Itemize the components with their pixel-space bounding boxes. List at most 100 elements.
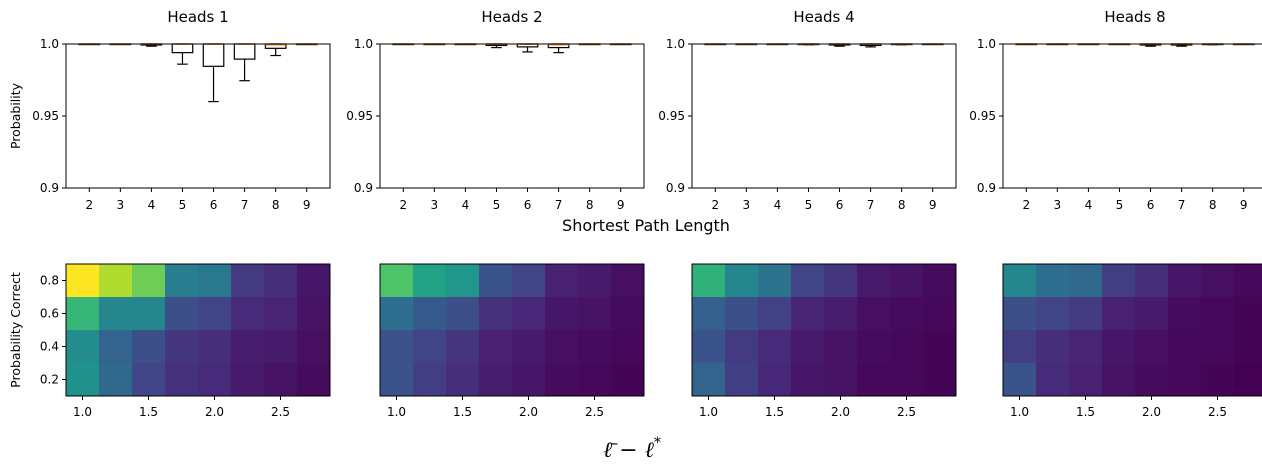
heatmap-panel-3: 1.0 1.5 2.0 2.5 xyxy=(691,263,957,419)
x-tick-label: 9 xyxy=(303,198,311,212)
heatmap-cell xyxy=(857,297,891,331)
boxplot-panel-4: Heads 8 0.9 0.95 1.0 2 3 4 5 6 7 8 9 xyxy=(969,8,1262,212)
x-tick-label: 6 xyxy=(1147,198,1155,212)
heatmap-cell xyxy=(725,363,759,397)
heatmap-cell xyxy=(297,330,331,364)
box-6 xyxy=(516,43,539,53)
x-tick-label: 2 xyxy=(85,198,93,212)
heatmap-cell xyxy=(758,264,792,298)
heatmap-cell xyxy=(446,264,480,298)
heatmap-cell xyxy=(1003,297,1037,331)
box-7 xyxy=(233,43,256,82)
axes-frame xyxy=(1002,263,1262,397)
heatmap-cell xyxy=(99,264,133,298)
heatmap-cell xyxy=(1201,264,1235,298)
x-tick-label: 6 xyxy=(210,198,218,212)
heatmap-cell xyxy=(380,297,414,331)
y-tick-label: 0.95 xyxy=(346,109,373,123)
x-tick-label: 8 xyxy=(1209,198,1217,212)
panel-title: Heads 8 xyxy=(1104,8,1165,26)
x-tick-label: 5 xyxy=(1116,198,1124,212)
heatmap-cell xyxy=(1102,297,1136,331)
heatmap-cell xyxy=(725,264,759,298)
heatmap-cell xyxy=(857,330,891,364)
box-7 xyxy=(547,43,570,54)
heatmap-cell xyxy=(1102,330,1136,364)
heatmap-cell xyxy=(923,264,957,298)
heatmap-cell xyxy=(1135,264,1169,298)
x-tick-label: 4 xyxy=(1085,198,1093,212)
heatmap-cell xyxy=(890,330,924,364)
panel-title: Heads 1 xyxy=(167,8,228,26)
heatmap-cell xyxy=(692,264,726,298)
heatmap-cell xyxy=(231,330,265,364)
heatmap-cell xyxy=(198,264,232,298)
heatmap-cell xyxy=(380,330,414,364)
heatmap-cell xyxy=(512,330,546,364)
heatmap-cell xyxy=(725,297,759,331)
heatmap-cell xyxy=(165,264,199,298)
heatmap-cell xyxy=(1102,363,1136,397)
x-tick-label: 2.5 xyxy=(271,405,290,419)
x-tick-label: 7 xyxy=(555,198,563,212)
x-tick-label: 3 xyxy=(743,198,751,212)
x-tick-label: 5 xyxy=(805,198,813,212)
heatmap-cell xyxy=(692,297,726,331)
heatmap-cell xyxy=(66,363,100,397)
heatmap-cell xyxy=(791,264,825,298)
heatmap-cell xyxy=(1036,363,1070,397)
axes-frame xyxy=(65,43,331,189)
heatmap-cell xyxy=(890,264,924,298)
heatmap-cell xyxy=(165,363,199,397)
heatmap-panel-4: 1.0 1.5 2.0 2.5 xyxy=(1002,263,1262,419)
heatmap-cell xyxy=(857,264,891,298)
y-tick-label: 0.95 xyxy=(969,109,996,123)
heatmap-cell xyxy=(578,363,612,397)
heatmap-cell xyxy=(380,264,414,298)
heatmap-cell xyxy=(578,264,612,298)
heatmap-cell xyxy=(758,297,792,331)
x-tick-label: 2.0 xyxy=(831,405,850,419)
x-tick-label: 4 xyxy=(148,198,156,212)
x-tick-label: 1.5 xyxy=(139,405,158,419)
heatmap-cell xyxy=(923,330,957,364)
heatmap-cell xyxy=(512,264,546,298)
heatmap-cell xyxy=(66,330,100,364)
y-tick-label: 0.4 xyxy=(40,340,59,354)
heatmap-cell xyxy=(1234,297,1262,331)
x-tick-label: 4 xyxy=(462,198,470,212)
heatmap-cell xyxy=(890,297,924,331)
heatmap-cell xyxy=(297,264,331,298)
heatmap-cell xyxy=(611,330,645,364)
heatmap-cell xyxy=(297,297,331,331)
ylabel-heatmap-row: Probability Correct xyxy=(8,272,23,388)
x-tick-label: 5 xyxy=(179,198,187,212)
heatmap-cell xyxy=(479,264,513,298)
heatmap-cell xyxy=(890,363,924,397)
heatmap-cell xyxy=(479,297,513,331)
y-tick-label: 0.2 xyxy=(40,373,59,387)
heatmap-cell xyxy=(1069,330,1103,364)
heatmap-cell xyxy=(1234,330,1262,364)
heatmap-cell xyxy=(479,363,513,397)
x-tick-label: 1.0 xyxy=(1010,405,1029,419)
heatmap-cell xyxy=(611,297,645,331)
heatmap-cell xyxy=(479,330,513,364)
x-tick-label: 4 xyxy=(774,198,782,212)
heatmap-cell xyxy=(1168,264,1202,298)
shared-xlabel-bottom: ℓ̄ − ℓ* xyxy=(603,435,661,463)
heatmap-cell xyxy=(824,264,858,298)
heatmap-cell xyxy=(1234,363,1262,397)
heatmap-cell xyxy=(1234,264,1262,298)
x-tick-label: 2 xyxy=(1022,198,1030,212)
x-tick-label: 6 xyxy=(524,198,532,212)
heatmap-cell xyxy=(1069,264,1103,298)
y-tick-label: 1.0 xyxy=(977,37,996,51)
heatmap-cell xyxy=(1069,363,1103,397)
minus-symbol: − xyxy=(612,438,644,463)
heatmap-cell xyxy=(1003,330,1037,364)
heatmap-cell xyxy=(132,264,166,298)
panel-title: Heads 4 xyxy=(793,8,854,26)
heatmap-cell xyxy=(545,330,579,364)
heatmap-cell xyxy=(380,363,414,397)
